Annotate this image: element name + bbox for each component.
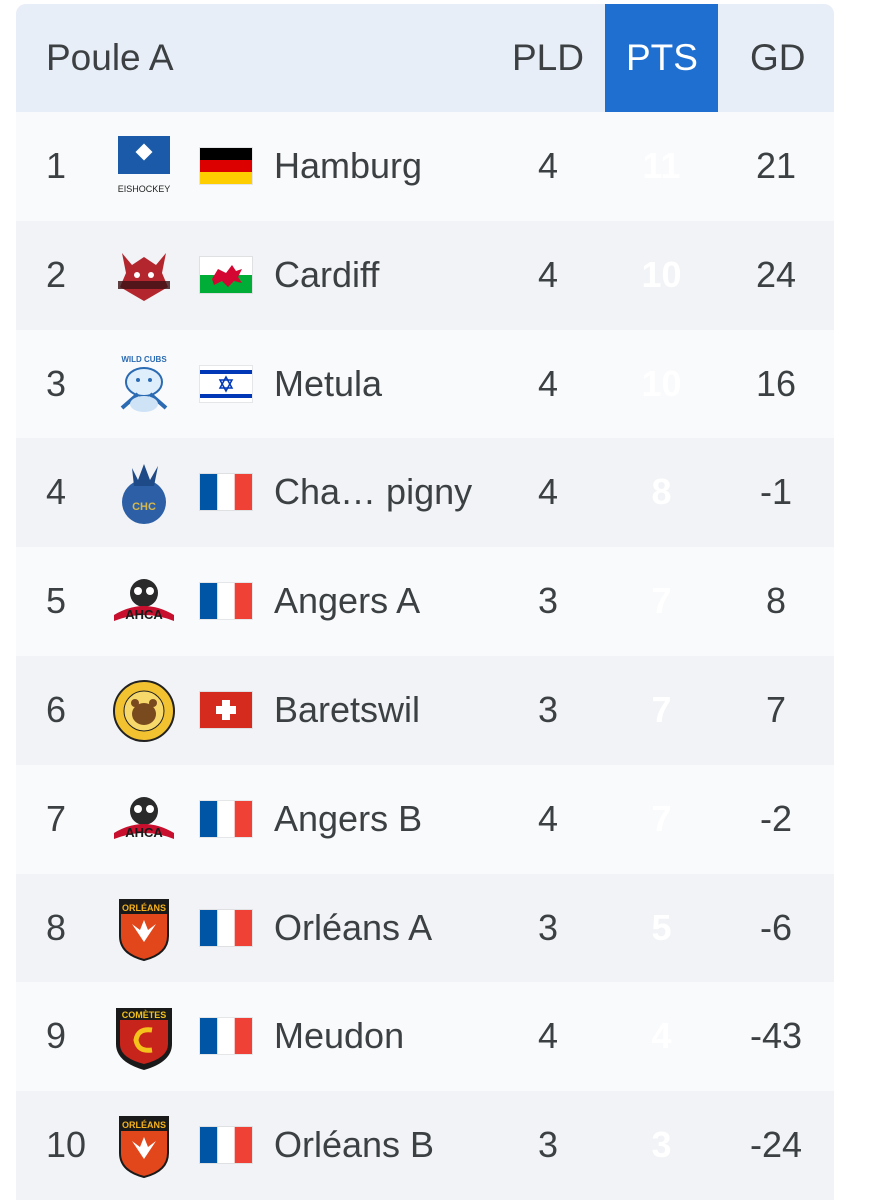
rank: 8 xyxy=(46,906,67,948)
rank: 10 xyxy=(46,1124,87,1166)
pld-value: 3 xyxy=(537,1124,559,1166)
pld-value: 3 xyxy=(537,580,559,622)
table-row[interactable]: 8 ORLÉANS Orléans A 3 5 -6 xyxy=(16,873,834,983)
france-flag-icon xyxy=(200,909,252,946)
pts-value: 10 xyxy=(641,253,682,295)
team-name[interactable]: Orléans A xyxy=(274,906,433,948)
svg-text:ORLÉANS: ORLÉANS xyxy=(122,903,166,913)
france-flag-icon xyxy=(200,474,252,511)
table-row[interactable]: 5 AHCA Angers A 3 7 8 xyxy=(16,547,834,656)
pld-value: 4 xyxy=(537,145,559,186)
svg-text:ORLÉANS: ORLÉANS xyxy=(122,1120,166,1130)
switzerland-flag-icon xyxy=(200,691,252,728)
gd-value: 24 xyxy=(755,253,797,295)
rank: 4 xyxy=(46,471,67,513)
svg-text:WILD CUBS: WILD CUBS xyxy=(121,355,167,364)
angers-logo-icon: AHCA xyxy=(114,796,174,840)
pts-value: 4 xyxy=(651,1015,672,1057)
france-flag-icon xyxy=(200,1018,252,1055)
pld-value: 3 xyxy=(537,688,559,730)
header-pts[interactable]: PTS xyxy=(626,37,698,78)
orleans-logo-icon: ORLÉANS xyxy=(119,898,169,961)
team-name[interactable]: Meudon xyxy=(274,1015,405,1057)
team-name[interactable]: Cha… pigny xyxy=(274,471,473,513)
israel-flag-icon xyxy=(200,365,252,402)
orleans-logo-icon: ORLÉANS xyxy=(119,1116,169,1179)
team-name[interactable]: Hamburg xyxy=(274,145,423,186)
pts-value: 7 xyxy=(651,797,672,839)
pld-value: 4 xyxy=(537,797,559,839)
header-pts-bg xyxy=(605,4,718,112)
metula-wild-cubs-logo-icon: WILD CUBS xyxy=(120,355,167,412)
table-row[interactable]: 4 CHC Cha… pigny 4 8 -1 xyxy=(16,438,834,548)
pts-value: 5 xyxy=(651,906,672,948)
pts-value: 7 xyxy=(651,688,672,730)
table-row[interactable]: 2 Cardiff 4 10 24 xyxy=(16,220,834,330)
rank: 5 xyxy=(46,580,67,622)
table-header: Poule A PLD PTS GD xyxy=(16,4,834,112)
france-flag-icon xyxy=(200,800,252,837)
gd-value: -1 xyxy=(759,471,792,513)
pld-value: 4 xyxy=(537,1015,559,1057)
rank: 7 xyxy=(46,797,67,839)
team-name[interactable]: Cardiff xyxy=(274,253,380,295)
svg-text:COMÈTES: COMÈTES xyxy=(122,1010,167,1020)
svg-text:AHCA: AHCA xyxy=(125,607,163,622)
germany-flag-icon xyxy=(200,148,252,184)
header-gd[interactable]: GD xyxy=(750,37,806,78)
pld-value: 4 xyxy=(537,471,559,513)
cardiff-devils-logo-icon xyxy=(118,252,170,301)
france-flag-icon xyxy=(200,1127,252,1164)
table-row[interactable]: 1 EISHOCKEY Hamburg 4 11 21 xyxy=(16,112,834,221)
meudon-cometes-logo-icon: COMÈTES xyxy=(116,1008,172,1071)
pld-value: 4 xyxy=(537,253,559,295)
wales-flag-icon xyxy=(200,256,252,293)
team-name[interactable]: Baretswil xyxy=(274,688,421,730)
table-row[interactable]: 7 AHCA Angers B 4 7 -2 xyxy=(16,764,834,874)
pts-value: 3 xyxy=(651,1124,672,1166)
pld-value: 3 xyxy=(537,906,559,948)
pts-value: 10 xyxy=(641,362,682,404)
gd-value: -2 xyxy=(759,797,792,839)
table-row[interactable]: 10 ORLÉANS Orléans B 3 3 -24 xyxy=(16,1091,834,1200)
rank: 2 xyxy=(46,253,67,295)
baretswil-grizzlys-logo-icon xyxy=(113,679,175,742)
header-pld[interactable]: PLD xyxy=(512,37,584,78)
rank: 9 xyxy=(46,1015,67,1057)
table-row[interactable]: 6 Baretswil 3 7 7 xyxy=(16,655,834,765)
gd-value: 7 xyxy=(765,688,787,730)
gd-value: -43 xyxy=(749,1015,803,1057)
gd-value: 8 xyxy=(765,580,787,622)
gd-value: -6 xyxy=(759,906,792,948)
champigny-logo-icon: CHC xyxy=(122,464,166,525)
angers-logo-icon: AHCA xyxy=(114,579,174,622)
table-row[interactable]: 3 WILD CUBS Metula 4 10 16 xyxy=(16,329,834,439)
pld-value: 4 xyxy=(537,362,559,404)
svg-text:CHC: CHC xyxy=(132,501,156,513)
group-title: Poule A xyxy=(46,37,174,78)
team-name[interactable]: Orléans B xyxy=(274,1124,435,1166)
table-row[interactable]: 9 COMÈTES Meudon 4 4 -43 xyxy=(16,982,834,1092)
gd-value: 21 xyxy=(755,145,797,186)
pts-value: 8 xyxy=(651,471,672,513)
svg-text:EISHOCKEY: EISHOCKEY xyxy=(118,184,171,194)
table-body: 1 EISHOCKEY Hamburg 4 11 21 2 xyxy=(16,112,834,1200)
standings-table: Poule A PLD PTS GD 1 EISHOCKEY Hamburg 4… xyxy=(16,4,834,1200)
rank: 6 xyxy=(46,688,67,730)
france-flag-icon xyxy=(200,583,252,620)
team-name[interactable]: Metula xyxy=(274,362,383,404)
pts-value: 11 xyxy=(642,145,681,186)
team-name[interactable]: Angers B xyxy=(274,797,423,839)
pts-value: 7 xyxy=(651,580,672,622)
svg-text:AHCA: AHCA xyxy=(125,825,163,840)
hamburg-logo-icon: EISHOCKEY xyxy=(118,136,171,194)
gd-value: -24 xyxy=(749,1124,803,1166)
rank: 3 xyxy=(46,362,67,404)
rank: 1 xyxy=(46,145,67,186)
team-name[interactable]: Angers A xyxy=(274,580,421,622)
gd-value: 16 xyxy=(755,362,797,404)
